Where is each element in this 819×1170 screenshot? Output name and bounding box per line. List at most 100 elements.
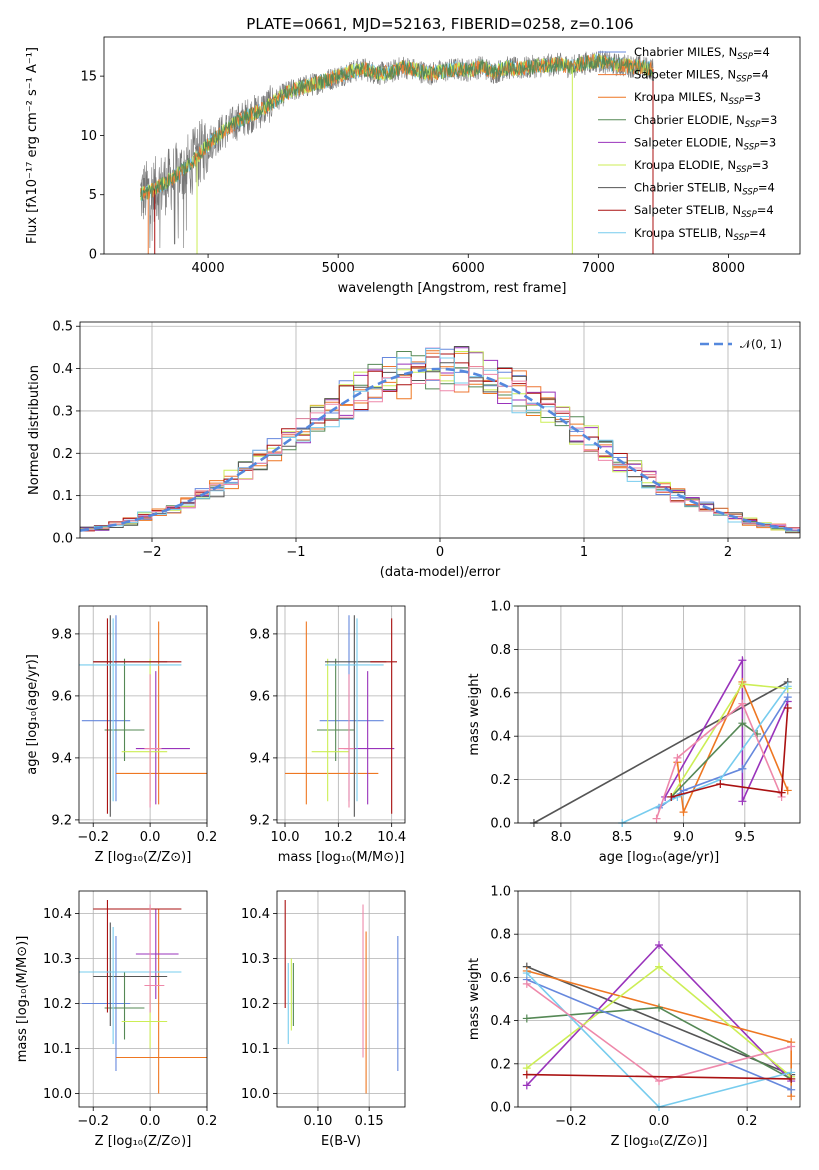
legend-label: Chabrier ELODIE, NSSP=3 bbox=[634, 113, 777, 130]
y-tick-label: 10.4 bbox=[241, 907, 270, 922]
y-tick-label: 0.6 bbox=[490, 686, 511, 701]
y-tick-label: 10.1 bbox=[241, 1042, 270, 1057]
x-tick-label: 0.2 bbox=[737, 1114, 758, 1129]
x-axis-label: Z [log₁₀(Z/Z⊙)] bbox=[95, 850, 192, 865]
histogram-panel: −2 −1 0 1 2 0.0 0.1 0.2 0.3 0.4 0.5 (data-model)/er… bbox=[27, 320, 801, 580]
x-axis-label: wavelength [Angstrom, rest frame] bbox=[338, 281, 567, 296]
residual-histogram-step bbox=[80, 346, 800, 534]
mass-weight-point bbox=[738, 656, 747, 665]
y-tick-label: 10.3 bbox=[241, 952, 270, 967]
mass-vs-ebv-panel: 0.10 0.15 10.0 10.1 10.2 10.3 10.4 E(B-V) bbox=[241, 890, 406, 1149]
x-tick-label: 0.0 bbox=[649, 1114, 670, 1129]
y-tick-label: 10.2 bbox=[43, 997, 72, 1012]
x-tick-label: −0.2 bbox=[77, 1114, 109, 1129]
x-tick-label: 4000 bbox=[192, 261, 225, 276]
y-tick-label: 10.3 bbox=[43, 952, 72, 967]
x-tick-label: 0.2 bbox=[197, 830, 218, 845]
x-axis-label: (data-model)/error bbox=[380, 565, 501, 580]
y-tick-label: 0.0 bbox=[490, 817, 511, 832]
x-tick-label: 9.0 bbox=[673, 830, 694, 845]
mass-weight-point bbox=[787, 1042, 796, 1051]
y-tick-label: 0.4 bbox=[52, 362, 73, 377]
spectrum-legend: Chabrier MILES, NSSP=4 Salpeter MILES, NS… bbox=[598, 45, 777, 243]
mass-weight-point bbox=[655, 962, 663, 971]
y-tick-label: 0 bbox=[89, 248, 97, 263]
x-tick-label: 9.5 bbox=[734, 830, 755, 845]
legend-label: Chabrier STELIB, NSSP=4 bbox=[634, 181, 775, 198]
y-axis-label: Normed distribution bbox=[27, 365, 42, 495]
residual-histogram-step bbox=[80, 366, 800, 531]
mass-weight-point bbox=[655, 1077, 663, 1086]
y-tick-label: 10.4 bbox=[43, 907, 72, 922]
legend-label: Salpeter STELIB, NSSP=4 bbox=[634, 203, 774, 220]
y-tick-label: 0.3 bbox=[52, 404, 73, 419]
mass-weight-point bbox=[738, 680, 747, 689]
mass-weight-line bbox=[671, 707, 789, 798]
x-tick-label: 8000 bbox=[712, 261, 745, 276]
y-tick-label: 9.8 bbox=[51, 627, 72, 642]
y-tick-label: 10.1 bbox=[43, 1042, 72, 1057]
x-tick-label: 0.15 bbox=[355, 1114, 384, 1129]
y-tick-label: 0.2 bbox=[490, 773, 511, 788]
model-spectrum-line bbox=[140, 53, 654, 201]
mass-weight-point bbox=[738, 764, 747, 773]
y-tick-label: 9.8 bbox=[249, 627, 270, 642]
legend-label: Kroupa ELODIE, NSSP=3 bbox=[634, 158, 769, 175]
x-tick-label: −0.2 bbox=[555, 1114, 587, 1129]
x-tick-label: −0.2 bbox=[77, 830, 109, 845]
mass-weight-point bbox=[655, 941, 663, 949]
mass-weight-point bbox=[787, 1085, 796, 1094]
x-tick-label: 0.0 bbox=[140, 1114, 161, 1129]
x-tick-label: 0.2 bbox=[197, 1114, 218, 1129]
axes-frame bbox=[78, 890, 208, 1108]
x-tick-label: 2 bbox=[724, 545, 732, 560]
y-tick-label: 1.0 bbox=[490, 600, 511, 615]
axes-frame bbox=[79, 321, 801, 539]
axes-frame bbox=[103, 36, 801, 255]
x-tick-label: 10.4 bbox=[377, 830, 406, 845]
x-axis-label: E(B-V) bbox=[321, 1134, 361, 1149]
y-tick-label: 0.0 bbox=[52, 532, 73, 547]
mass-weight-point bbox=[522, 1070, 531, 1079]
y-tick-label: 5 bbox=[89, 188, 97, 203]
y-axis-label: mass weight bbox=[467, 673, 482, 755]
x-tick-label: 8.0 bbox=[551, 830, 572, 845]
x-tick-label: 0.0 bbox=[140, 830, 161, 845]
spectrum-panel: 4000 5000 6000 7000 8000 0 5 10 15 wavelength [An… bbox=[25, 36, 801, 296]
legend-label: Chabrier MILES, NSSP=4 bbox=[634, 45, 770, 62]
mass-weight-point bbox=[679, 808, 688, 817]
x-tick-label: 0.10 bbox=[303, 1114, 332, 1129]
mass-weight-point bbox=[777, 788, 786, 797]
mass-weight-point bbox=[522, 979, 531, 988]
age-vs-mass-panel: 10.0 10.2 10.4 9.2 9.4 9.6 9.8 mass [log₁₀(M/M⊙… bbox=[249, 605, 406, 865]
x-tick-label: 0 bbox=[436, 545, 444, 560]
x-tick-label: −1 bbox=[286, 545, 305, 560]
mass-weight-point bbox=[667, 792, 676, 801]
legend-label: Salpeter MILES, NSSP=4 bbox=[634, 68, 769, 85]
model-spectrum-line bbox=[140, 53, 654, 200]
axes-frame bbox=[276, 890, 406, 1108]
gaussian-legend-label: 𝒩(0, 1) bbox=[740, 337, 782, 351]
y-tick-label: 9.2 bbox=[249, 813, 270, 828]
axes-frame bbox=[517, 605, 801, 824]
mass-weight-point bbox=[522, 1014, 531, 1023]
y-axis-label: mass [log₁₀(M/M⊙)] bbox=[15, 936, 30, 1063]
mass-weight-point bbox=[652, 814, 661, 823]
x-tick-label: 7000 bbox=[582, 261, 615, 276]
legend-label: Kroupa MILES, NSSP=3 bbox=[634, 90, 761, 107]
mass-vs-metallicity-panel: −0.2 0.0 0.2 10.0 10.1 10.2 10.3 10.4 Z [log₁₀(Z… bbox=[15, 890, 218, 1149]
mass-weight-point bbox=[655, 1003, 663, 1012]
y-tick-label: 0.8 bbox=[490, 928, 511, 943]
figure-title: PLATE=0661, MJD=52163, FIBERID=0258, z=0… bbox=[246, 15, 633, 33]
mass-weight-line bbox=[526, 965, 792, 1076]
y-tick-label: 10.2 bbox=[241, 997, 270, 1012]
y-tick-label: 0.0 bbox=[490, 1101, 511, 1116]
x-tick-label: 5000 bbox=[322, 261, 355, 276]
weight-vs-metallicity-panel: −0.2 0.0 0.2 0.0 0.2 0.4 0.6 0.8 1.0 Z [log₁₀(Z/Z… bbox=[467, 885, 801, 1149]
mass-weight-point bbox=[738, 797, 747, 806]
y-tick-label: 10.0 bbox=[241, 1087, 270, 1102]
mass-weight-line bbox=[526, 1073, 792, 1080]
mass-weight-point bbox=[783, 703, 792, 712]
